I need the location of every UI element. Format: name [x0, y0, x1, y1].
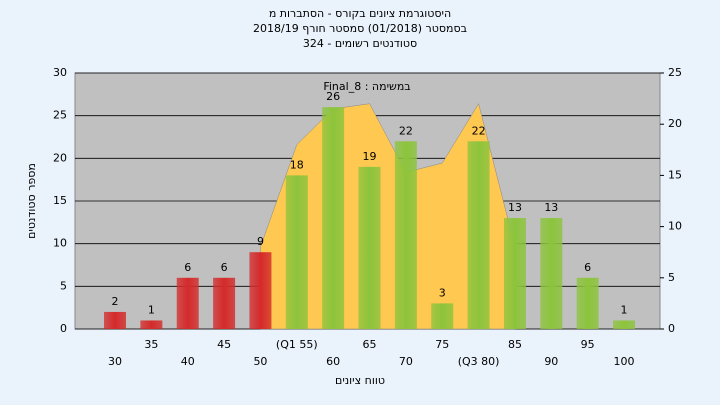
value-label: 22 — [472, 124, 486, 137]
bar — [503, 218, 526, 329]
x-tick-label: 70 — [399, 355, 413, 368]
x-tick-label: (Q3 80) — [458, 355, 500, 368]
value-label: 2 — [112, 295, 119, 308]
y2-tick-label: 0 — [668, 322, 675, 335]
y-tick-label: 25 — [53, 109, 67, 122]
value-label: 13 — [508, 201, 522, 214]
y2-tick-label: 25 — [668, 66, 682, 79]
y-tick-label: 0 — [60, 322, 67, 335]
y-axis-label: מספר סטודנטים — [25, 163, 38, 239]
y-tick-label: 30 — [53, 66, 67, 79]
y2-tick-label: 15 — [668, 168, 682, 181]
bar — [613, 320, 636, 329]
value-label: 1 — [621, 303, 628, 316]
x-tick-label: 50 — [253, 355, 267, 368]
value-label: 9 — [257, 235, 264, 248]
x-tick-label: 45 — [217, 338, 231, 351]
value-label: 1 — [148, 303, 155, 316]
bar — [322, 107, 345, 329]
x-tick-label: 30 — [108, 355, 122, 368]
y-tick-label: 15 — [53, 194, 67, 207]
y-tick-label: 20 — [53, 151, 67, 164]
value-label: 22 — [399, 124, 413, 137]
x-tick-label: 100 — [614, 355, 635, 368]
value-label: 19 — [363, 150, 377, 163]
bar — [104, 311, 126, 329]
annotation: Final_8 : במשימה — [323, 80, 410, 93]
bar — [140, 320, 163, 329]
bar — [394, 141, 417, 329]
plot-layer — [75, 72, 660, 330]
value-label: 26 — [326, 90, 340, 103]
value-label: 6 — [184, 261, 191, 274]
y2-tick-label: 5 — [668, 271, 675, 284]
x-tick-label: (Q1 55) — [276, 338, 318, 351]
x-tick-label: 35 — [144, 338, 158, 351]
y2-tick-label: 20 — [668, 117, 682, 130]
bar — [576, 277, 599, 329]
bar — [285, 175, 308, 329]
x-tick-label: 40 — [181, 355, 195, 368]
value-label: 3 — [439, 286, 446, 299]
value-label: 13 — [544, 201, 558, 214]
chart-title: בסמסטר (01/2018) סמסטר חורף 2018/19 — [253, 22, 467, 35]
value-label: 18 — [290, 158, 304, 171]
x-axis-label: טווח ציונים — [335, 374, 385, 387]
x-tick-label: 85 — [508, 338, 522, 351]
x-tick-label: 75 — [435, 338, 449, 351]
bar — [176, 277, 199, 329]
bar — [540, 218, 563, 329]
bar — [431, 303, 454, 329]
x-tick-label: 65 — [363, 338, 377, 351]
bar — [358, 166, 381, 329]
x-tick-label: 90 — [544, 355, 558, 368]
x-tick-label: 60 — [326, 355, 340, 368]
bar — [213, 277, 236, 329]
bar — [249, 252, 272, 329]
value-label: 6 — [584, 261, 591, 274]
y-tick-label: 10 — [53, 237, 67, 250]
x-tick-label: 95 — [581, 338, 595, 351]
y-tick-label: 5 — [60, 279, 67, 292]
bar — [467, 141, 490, 329]
chart-title: היסטוגרמת ציונים בקורס - הסתברות מ — [269, 7, 451, 20]
y2-tick-label: 10 — [668, 220, 682, 233]
value-label: 6 — [221, 261, 228, 274]
chart-title: סטודנטים רשומים - 324 — [303, 37, 417, 50]
